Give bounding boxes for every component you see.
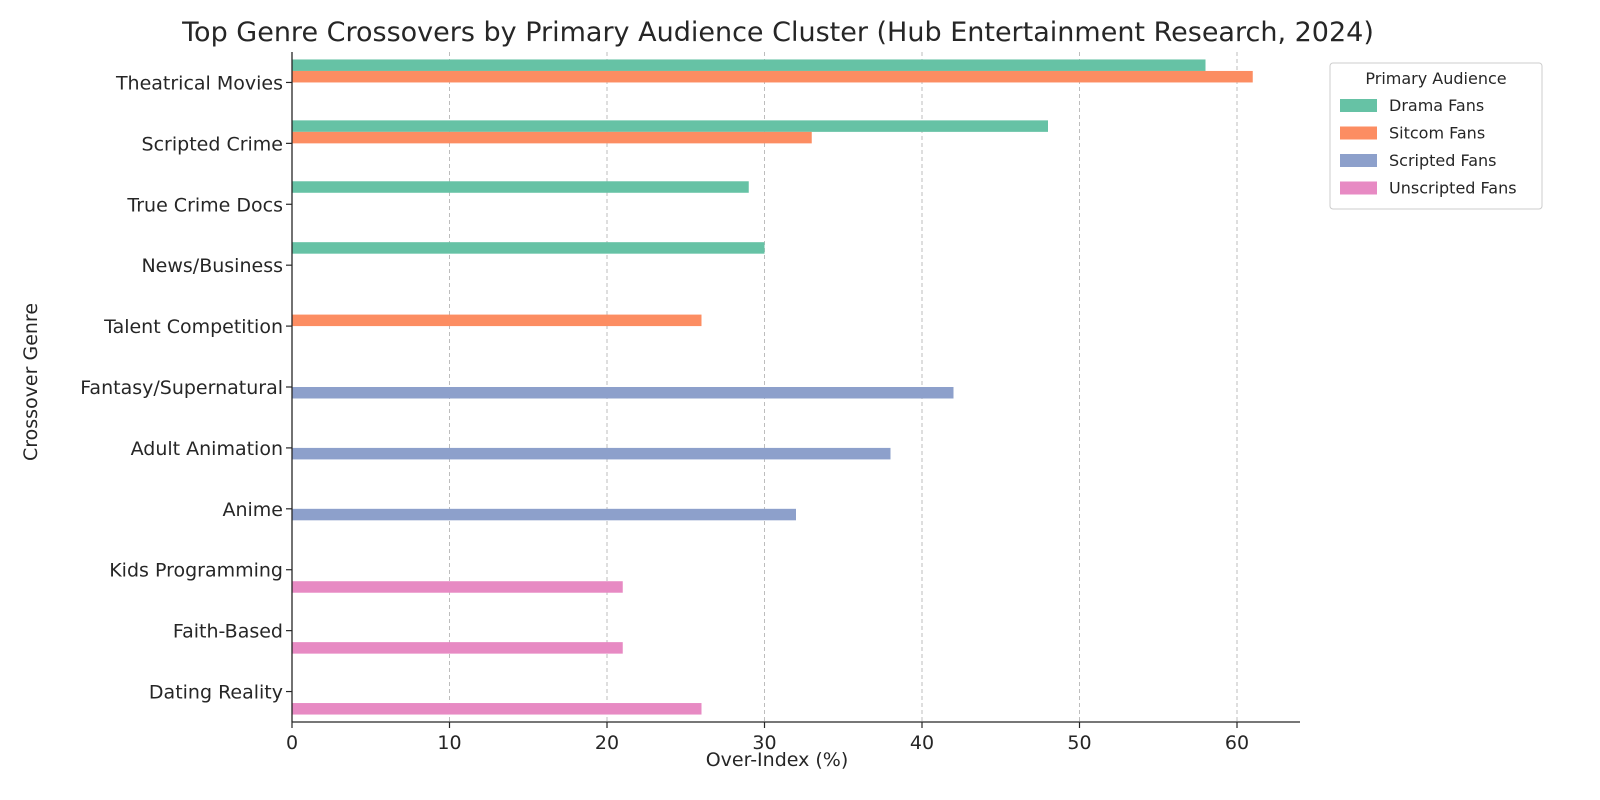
y-tick-label: Scripted Crime: [142, 133, 283, 155]
legend-swatch: [1340, 99, 1377, 112]
y-tick-label: True Crime Docs: [126, 194, 283, 216]
legend-label: Drama Fans: [1389, 96, 1484, 115]
bar: [292, 59, 1206, 71]
y-tick-label: Dating Reality: [149, 682, 283, 704]
y-axis-label: Crossover Genre: [20, 303, 42, 461]
bar: [292, 131, 812, 144]
bar: [292, 314, 702, 327]
y-tick-label: Theatrical Movies: [115, 72, 283, 94]
bar: [292, 447, 891, 460]
bar: [292, 642, 623, 654]
x-tick-label: 30: [752, 732, 776, 754]
legend-swatch: [1340, 181, 1377, 195]
y-tick-label: Anime: [222, 499, 283, 521]
x-axis-label: Over-Index (%): [706, 749, 849, 771]
bar: [292, 70, 1253, 83]
y-tick-label: Faith-Based: [173, 621, 283, 643]
legend-items: Drama Fans Sitcom Fans Scripted Fans Unscri…: [1340, 96, 1517, 198]
chart-title: Top Genre Crossovers by Primary Audience…: [181, 17, 1374, 48]
bar: [292, 181, 749, 193]
legend-swatch: [1340, 154, 1377, 167]
bar: [292, 508, 796, 521]
y-tick-label: Fantasy/Supernatural: [80, 377, 283, 399]
y-tick-label: Kids Programming: [109, 560, 283, 582]
x-tick-label: 50: [1067, 732, 1091, 754]
legend: Primary Audience Drama Fans Sitcom Fans Sc…: [1329, 62, 1543, 210]
x-tick-label: 60: [1225, 732, 1249, 754]
bar: [292, 387, 954, 399]
bar: [292, 703, 702, 715]
y-tick-label: Talent Competition: [103, 316, 283, 338]
y-axis-ticks: Theatrical Movies Scripted Crime True Crim…: [80, 72, 292, 704]
legend-swatch: [1340, 126, 1377, 140]
x-tick-label: 0: [286, 732, 298, 754]
bars: [292, 59, 1253, 715]
legend-label: Scripted Fans: [1389, 151, 1497, 170]
legend-label: Sitcom Fans: [1389, 124, 1485, 143]
bar: [292, 120, 1048, 132]
x-tick-label: 10: [437, 732, 461, 754]
x-axis-ticks: 0 10 20 30 40 50 60: [286, 722, 1249, 754]
legend-label: Unscripted Fans: [1389, 179, 1517, 198]
y-tick-label: News/Business: [141, 255, 283, 277]
x-tick-label: 20: [595, 732, 619, 754]
y-tick-label: Adult Animation: [131, 438, 283, 460]
bar: [292, 242, 765, 254]
x-tick-label: 40: [910, 732, 934, 754]
legend-title: Primary Audience: [1365, 69, 1506, 88]
legend-frame: [1329, 62, 1543, 210]
bar: [292, 581, 623, 593]
